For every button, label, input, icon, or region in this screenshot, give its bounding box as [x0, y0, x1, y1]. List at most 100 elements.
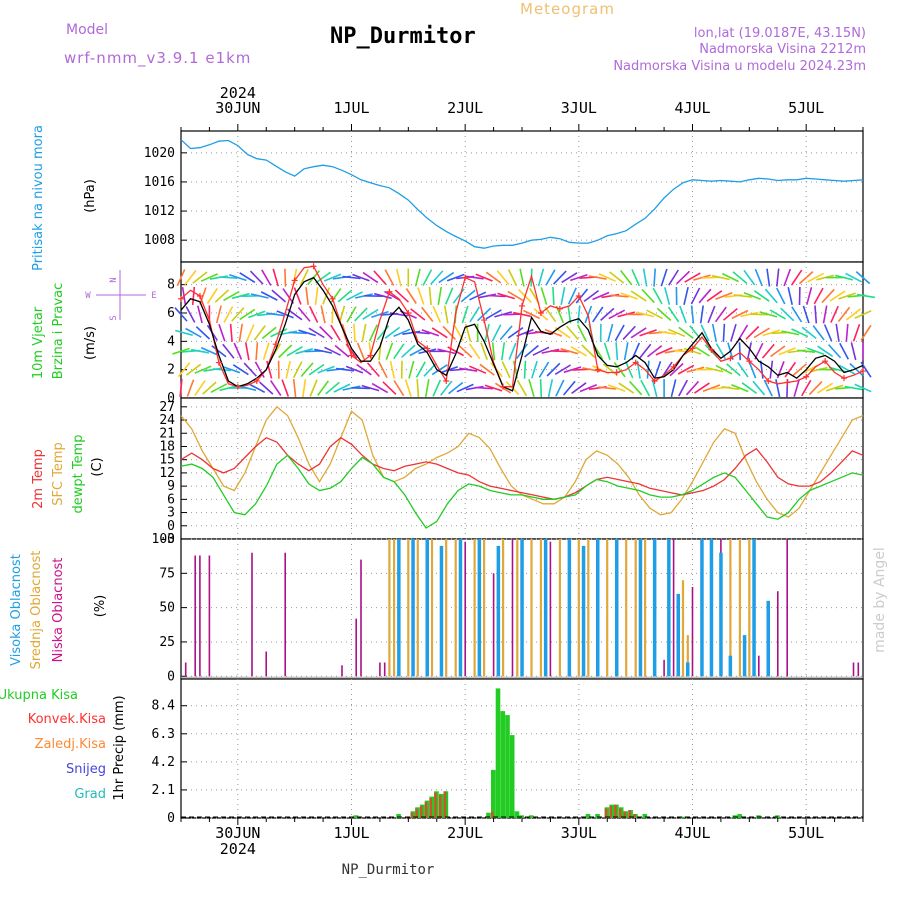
ytick-label: 3	[167, 506, 175, 521]
wind-arrow	[393, 380, 405, 397]
wind-arrow	[309, 379, 318, 397]
wind-arrow	[513, 311, 531, 318]
top-day-label: 1JUL	[333, 99, 369, 117]
wind-arrow	[325, 381, 340, 395]
cloud-bar	[644, 539, 647, 677]
wind-arrow	[442, 325, 456, 340]
wind-arrow	[640, 379, 651, 397]
gust-marker	[310, 263, 317, 270]
wind-arrow	[813, 287, 824, 305]
cloud-bar	[516, 539, 519, 677]
wind-arrow	[821, 288, 835, 304]
cloud-bar	[667, 539, 671, 677]
wind-arrow	[461, 305, 469, 324]
wind-arrow	[229, 323, 233, 342]
wind-arrow	[266, 360, 273, 379]
wind-arrow	[825, 384, 844, 392]
wind-arrow	[791, 269, 803, 286]
wind-arrow	[602, 363, 618, 376]
gust-marker	[632, 359, 639, 366]
legend-graupel: Grad	[74, 787, 106, 802]
wind-arrow	[200, 346, 218, 356]
wind-arrow	[849, 362, 864, 377]
cloud-bar	[742, 635, 747, 677]
cloud-bar	[184, 662, 187, 677]
ytick-label: -3	[159, 532, 175, 547]
precip-bar	[618, 808, 622, 818]
wind-arrow	[839, 342, 850, 360]
cloud-bar	[393, 539, 396, 677]
cloud-label-mid: Srednja Oblacnost	[29, 551, 44, 670]
wind-arrow	[721, 272, 739, 283]
ytick-label: 0	[167, 519, 175, 534]
wind-label-line1: 10m Vjetar	[31, 306, 46, 379]
wind-arrow	[780, 307, 795, 322]
cloud-bar	[284, 552, 286, 677]
wind-arrow	[185, 306, 196, 323]
cloud-bar	[663, 659, 665, 677]
gust-marker	[215, 359, 222, 366]
wind-arrow	[631, 269, 641, 287]
wind-arrow	[561, 272, 578, 284]
wind-arrow	[838, 364, 856, 375]
wind-arrow	[676, 270, 691, 285]
cloud-bar	[852, 662, 855, 677]
wind-arrow	[469, 306, 481, 323]
wind-arrow	[581, 344, 596, 359]
cloud-bar	[520, 539, 524, 677]
wind-arrow	[243, 362, 257, 377]
gust-marker	[481, 317, 488, 324]
wind-arrow	[414, 268, 421, 287]
legend-conv-rain: Konvek.Kisa	[28, 712, 106, 727]
wind-arrow	[497, 292, 515, 300]
watermark: made by Angel	[872, 547, 888, 653]
wind-arrow	[491, 324, 502, 342]
legend-frozen-rain: Zaledj.Kisa	[35, 737, 106, 752]
wind-arrow	[352, 273, 370, 282]
gust-marker	[575, 293, 582, 299]
ytick-label: 21	[159, 426, 175, 441]
wind-arrow	[570, 274, 588, 282]
wind-arrow	[752, 380, 766, 396]
wind-arrow	[690, 287, 701, 305]
wind-arrow	[362, 308, 379, 320]
cloud-bar	[543, 539, 548, 677]
cloud-bar	[439, 545, 444, 677]
wind-arrow	[422, 269, 433, 286]
precip-bar	[623, 811, 627, 818]
wind-arrow	[218, 324, 226, 342]
cloud-bar	[709, 539, 714, 677]
wind-arrow	[806, 287, 813, 305]
wind-arrow	[480, 342, 488, 360]
wind-arrow	[494, 311, 512, 318]
wind-arrow	[562, 380, 576, 396]
gust-marker	[443, 378, 450, 384]
precip-bar	[434, 792, 437, 818]
wind-arrow	[393, 343, 405, 360]
wind-arrow	[282, 288, 295, 304]
top-year-label: 2024	[220, 84, 256, 102]
cloud-bar	[567, 539, 572, 677]
wind-arrow	[647, 345, 663, 358]
ytick-label: 0	[167, 669, 175, 684]
ytick-label: 8	[167, 278, 175, 293]
wind-arrow	[336, 367, 355, 372]
wind-arrow	[823, 324, 833, 342]
precip-bar	[514, 811, 520, 818]
wind-arrow	[684, 272, 701, 283]
precip-bar	[438, 795, 442, 818]
wind-unit: (m/s)	[83, 326, 98, 360]
wind-arrow	[636, 311, 655, 318]
wind-arrow	[802, 305, 810, 324]
wind-arrow	[259, 381, 274, 395]
gust-marker	[519, 302, 525, 309]
wind-arrow	[664, 287, 671, 305]
cloud-bar	[416, 539, 419, 677]
ytick-label: 1020	[144, 146, 175, 161]
wind-arrow	[356, 342, 366, 360]
model-name: wrf-nmm_v3.9.1 e1km	[64, 49, 251, 68]
wind-arrow	[354, 307, 368, 322]
wind-arrow	[850, 342, 857, 361]
top-day-label: 2JUL	[447, 99, 483, 117]
wind-arrow	[737, 361, 749, 378]
